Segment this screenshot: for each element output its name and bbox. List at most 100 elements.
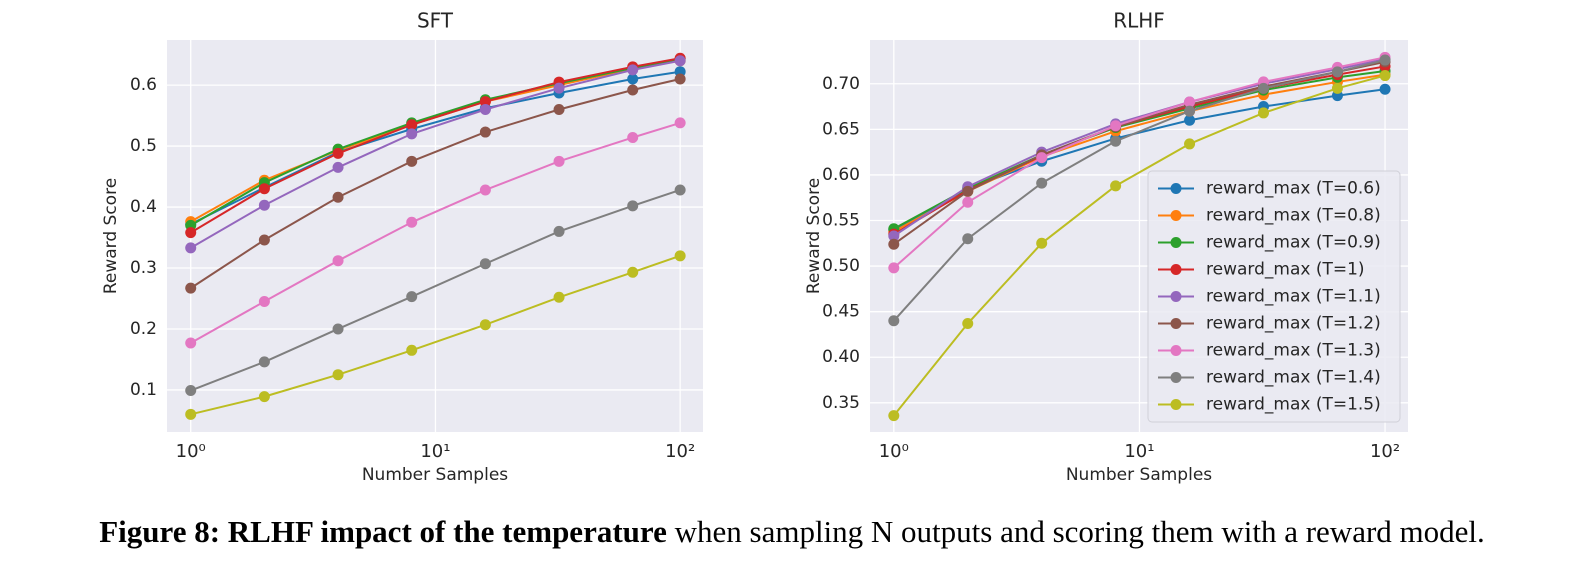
data-point (332, 323, 344, 335)
y-tick-label: 0.70 (822, 74, 860, 94)
y-tick-label: 0.55 (822, 211, 860, 231)
data-point (888, 262, 900, 274)
y-tick-label: 0.65 (822, 119, 860, 139)
data-point (627, 84, 639, 96)
series-line (190, 121, 681, 344)
y-tick-label: 0.1 (130, 380, 157, 400)
legend-marker (1170, 345, 1182, 356)
y-axis-label: Reward Score (101, 178, 121, 294)
data-point (1036, 237, 1048, 249)
chart-title: SFT (417, 9, 454, 33)
series-line (893, 70, 1386, 230)
data-point (406, 291, 418, 303)
series-line (190, 57, 681, 234)
legend-marker (1170, 291, 1182, 302)
legend-label: reward_max (T=1.2) (1206, 314, 1381, 334)
data-point (1258, 82, 1270, 94)
y-tick-label: 0.45 (822, 302, 860, 322)
data-point (1258, 107, 1270, 119)
data-point (406, 155, 418, 167)
data-point (553, 155, 565, 167)
data-point (1184, 105, 1196, 117)
data-point (888, 410, 900, 422)
data-point (1184, 114, 1196, 126)
data-point (553, 291, 565, 303)
x-axis-label: Number Samples (362, 465, 508, 485)
legend-label: reward_max (T=0.9) (1206, 233, 1381, 253)
legend-marker (1170, 318, 1182, 329)
data-point (1110, 135, 1122, 147)
y-tick-label: 0.4 (130, 197, 157, 217)
data-point (332, 191, 344, 203)
data-point (258, 296, 270, 308)
legend-label: reward_max (T=1.4) (1206, 368, 1381, 388)
data-point (185, 337, 197, 349)
data-point (674, 55, 686, 67)
data-point (479, 184, 491, 196)
data-point (1331, 82, 1343, 94)
legend-marker (1170, 183, 1182, 194)
figure: 0.1 0.2 0.3 0.4 0.5 0.6 10⁰ 10¹ 10² SFT Number Sam… (101, 9, 1408, 485)
data-point (258, 356, 270, 368)
x-tick-label: 10² (665, 441, 695, 462)
data-point (674, 184, 686, 196)
data-point (479, 258, 491, 270)
data-point (674, 250, 686, 262)
y-tick-label: 0.2 (130, 319, 157, 339)
data-point (406, 216, 418, 228)
data-point (1110, 120, 1122, 132)
data-point (479, 96, 491, 108)
legend-marker (1170, 399, 1182, 410)
data-point (888, 315, 900, 327)
y-tick-label: 0.6 (130, 75, 157, 95)
data-point (258, 199, 270, 211)
data-point (479, 126, 491, 138)
legend-marker (1170, 264, 1182, 275)
data-point (674, 117, 686, 129)
legend: reward_max (T=0.6) reward_max (T=0.8) rewa… (1147, 170, 1401, 423)
series-line (190, 70, 681, 226)
data-point (258, 183, 270, 195)
data-point (258, 234, 270, 246)
series-line (893, 56, 1386, 269)
data-point (1110, 180, 1122, 192)
series-line (893, 59, 1386, 322)
series-line (190, 189, 681, 392)
data-point (553, 82, 565, 94)
data-point (888, 238, 900, 250)
data-point (332, 161, 344, 173)
data-point (332, 369, 344, 381)
chart-title: RLHF (1113, 9, 1165, 33)
y-tick-label: 0.3 (130, 258, 157, 278)
data-point (332, 255, 344, 267)
y-tick-label: 0.5 (130, 136, 157, 156)
x-tick-label: 10⁰ (176, 441, 206, 462)
data-point (185, 408, 197, 420)
series-line (190, 78, 681, 289)
data-point (1379, 70, 1391, 82)
data-point (553, 225, 565, 237)
data-point (406, 344, 418, 356)
data-point (962, 233, 974, 245)
caption-text: when sampling N outputs and scoring them… (674, 514, 1485, 549)
legend-marker (1170, 210, 1182, 221)
legend-marker (1170, 372, 1182, 383)
x-tick-label: 10¹ (420, 441, 450, 462)
legend-label: reward_max (T=1.3) (1206, 341, 1381, 361)
data-point (1036, 177, 1048, 189)
data-point (1036, 152, 1048, 164)
series-line (893, 74, 1386, 417)
series-line (190, 254, 681, 416)
x-tick-label: 10² (1370, 441, 1400, 462)
data-point (1331, 66, 1343, 78)
data-point (553, 103, 565, 115)
legend-label: reward_max (T=1.1) (1206, 287, 1381, 307)
data-point (185, 227, 197, 239)
data-point (185, 385, 197, 397)
legend-label: reward_max (T=0.8) (1206, 206, 1381, 226)
legend-label: reward_max (T=0.6) (1206, 179, 1381, 199)
data-point (479, 103, 491, 115)
data-point (627, 73, 639, 85)
data-point (962, 196, 974, 208)
